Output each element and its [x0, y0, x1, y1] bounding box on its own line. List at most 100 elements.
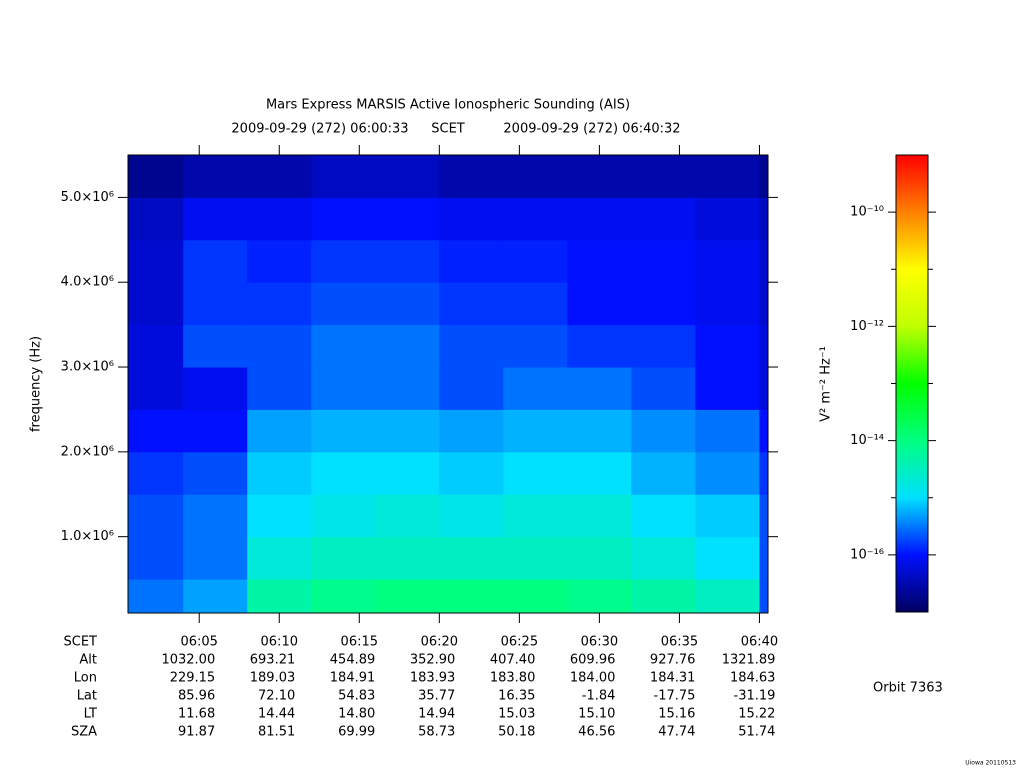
cell	[183, 282, 248, 326]
cell	[567, 239, 632, 283]
table-row-label: LT	[84, 707, 97, 722]
cell	[439, 239, 504, 283]
cell	[503, 239, 568, 283]
cell	[128, 155, 184, 198]
cell	[247, 409, 312, 453]
table-cell: 609.96	[570, 653, 616, 668]
plot-frame	[127, 154, 769, 614]
table-cell: 183.80	[490, 671, 536, 686]
cell	[247, 324, 312, 368]
table-cell: 35.77	[418, 689, 455, 704]
x-tick-label: 06:20	[421, 635, 458, 650]
x-tick-label: 06:25	[501, 635, 538, 650]
cell	[567, 282, 632, 326]
table-cell: 72.10	[258, 689, 295, 704]
cell	[128, 536, 184, 580]
cell	[503, 282, 568, 326]
cell	[128, 579, 184, 613]
cell	[247, 536, 312, 580]
cell	[439, 367, 504, 410]
cell	[631, 451, 696, 495]
table-cell: 229.15	[170, 671, 216, 686]
cell	[439, 451, 504, 495]
cell	[311, 197, 376, 241]
cell	[311, 239, 376, 283]
cell	[183, 197, 248, 241]
cell	[375, 451, 440, 495]
cell	[759, 579, 768, 613]
cell	[128, 197, 184, 241]
y-tick-label: 3.0×10⁶	[61, 360, 114, 375]
cell	[375, 494, 440, 538]
cell	[183, 579, 248, 613]
cell	[695, 239, 760, 283]
cell	[439, 324, 504, 368]
cell	[695, 536, 760, 580]
cell	[631, 155, 696, 198]
cell	[311, 451, 376, 495]
table-cell: 47.74	[658, 725, 695, 740]
cell	[128, 239, 184, 283]
cell	[311, 367, 376, 410]
cell	[503, 367, 568, 410]
table-cell: 50.18	[498, 725, 535, 740]
table-cell: 16.35	[498, 689, 535, 704]
cell	[247, 579, 312, 613]
cell	[759, 451, 768, 495]
cell	[439, 409, 504, 453]
cell	[631, 282, 696, 326]
cell	[567, 197, 632, 241]
x-tick-label: 06:15	[341, 635, 378, 650]
table-cell: 15.03	[498, 707, 535, 722]
table-cell: 15.22	[738, 707, 775, 722]
start-time: 2009-09-29 (272) 06:00:33	[231, 122, 408, 137]
y-axis-label: frequency (Hz)	[29, 336, 44, 432]
table-cell: 1321.89	[722, 653, 776, 668]
table-cell: 81.51	[258, 725, 295, 740]
cell	[439, 494, 504, 538]
colorbar	[895, 154, 929, 613]
table-cell: 183.93	[410, 671, 456, 686]
table-cell: 1032.00	[161, 653, 215, 668]
cell	[631, 197, 696, 241]
cell	[375, 536, 440, 580]
cell	[503, 324, 568, 368]
table-cell: 51.74	[738, 725, 775, 740]
table-cell: 14.94	[418, 707, 455, 722]
cell	[567, 409, 632, 453]
table-row-label: SZA	[71, 725, 97, 740]
cell	[375, 155, 440, 198]
table-cell: 15.10	[578, 707, 615, 722]
colorbar-tick-label: 10⁻¹²	[850, 319, 884, 334]
table-cell: 184.63	[730, 671, 776, 686]
x-tick-label: 06:10	[261, 635, 298, 650]
cell	[631, 409, 696, 453]
table-row-label: Lat	[77, 689, 97, 704]
table-cell: 454.89	[330, 653, 376, 668]
cell	[503, 155, 568, 198]
cell	[439, 536, 504, 580]
cell	[375, 282, 440, 326]
chart-title: Mars Express MARSIS Active Ionospheric S…	[266, 98, 630, 113]
cell	[695, 282, 760, 326]
time-label: SCET	[431, 122, 465, 137]
cell	[567, 579, 632, 613]
y-tick-label: 4.0×10⁶	[61, 275, 114, 290]
table-cell: 91.87	[178, 725, 215, 740]
table-cell: 14.44	[258, 707, 295, 722]
y-tick-label: 5.0×10⁶	[61, 190, 114, 205]
cell	[247, 451, 312, 495]
cell	[375, 239, 440, 283]
cell	[503, 409, 568, 453]
table-cell: 85.96	[178, 689, 215, 704]
cell	[695, 451, 760, 495]
cell	[503, 197, 568, 241]
cell	[631, 494, 696, 538]
table-cell: 184.00	[570, 671, 616, 686]
table-header: SCET	[64, 635, 98, 650]
cell	[311, 536, 376, 580]
table-cell: -31.19	[734, 689, 776, 704]
cell	[439, 197, 504, 241]
cell	[695, 197, 760, 241]
